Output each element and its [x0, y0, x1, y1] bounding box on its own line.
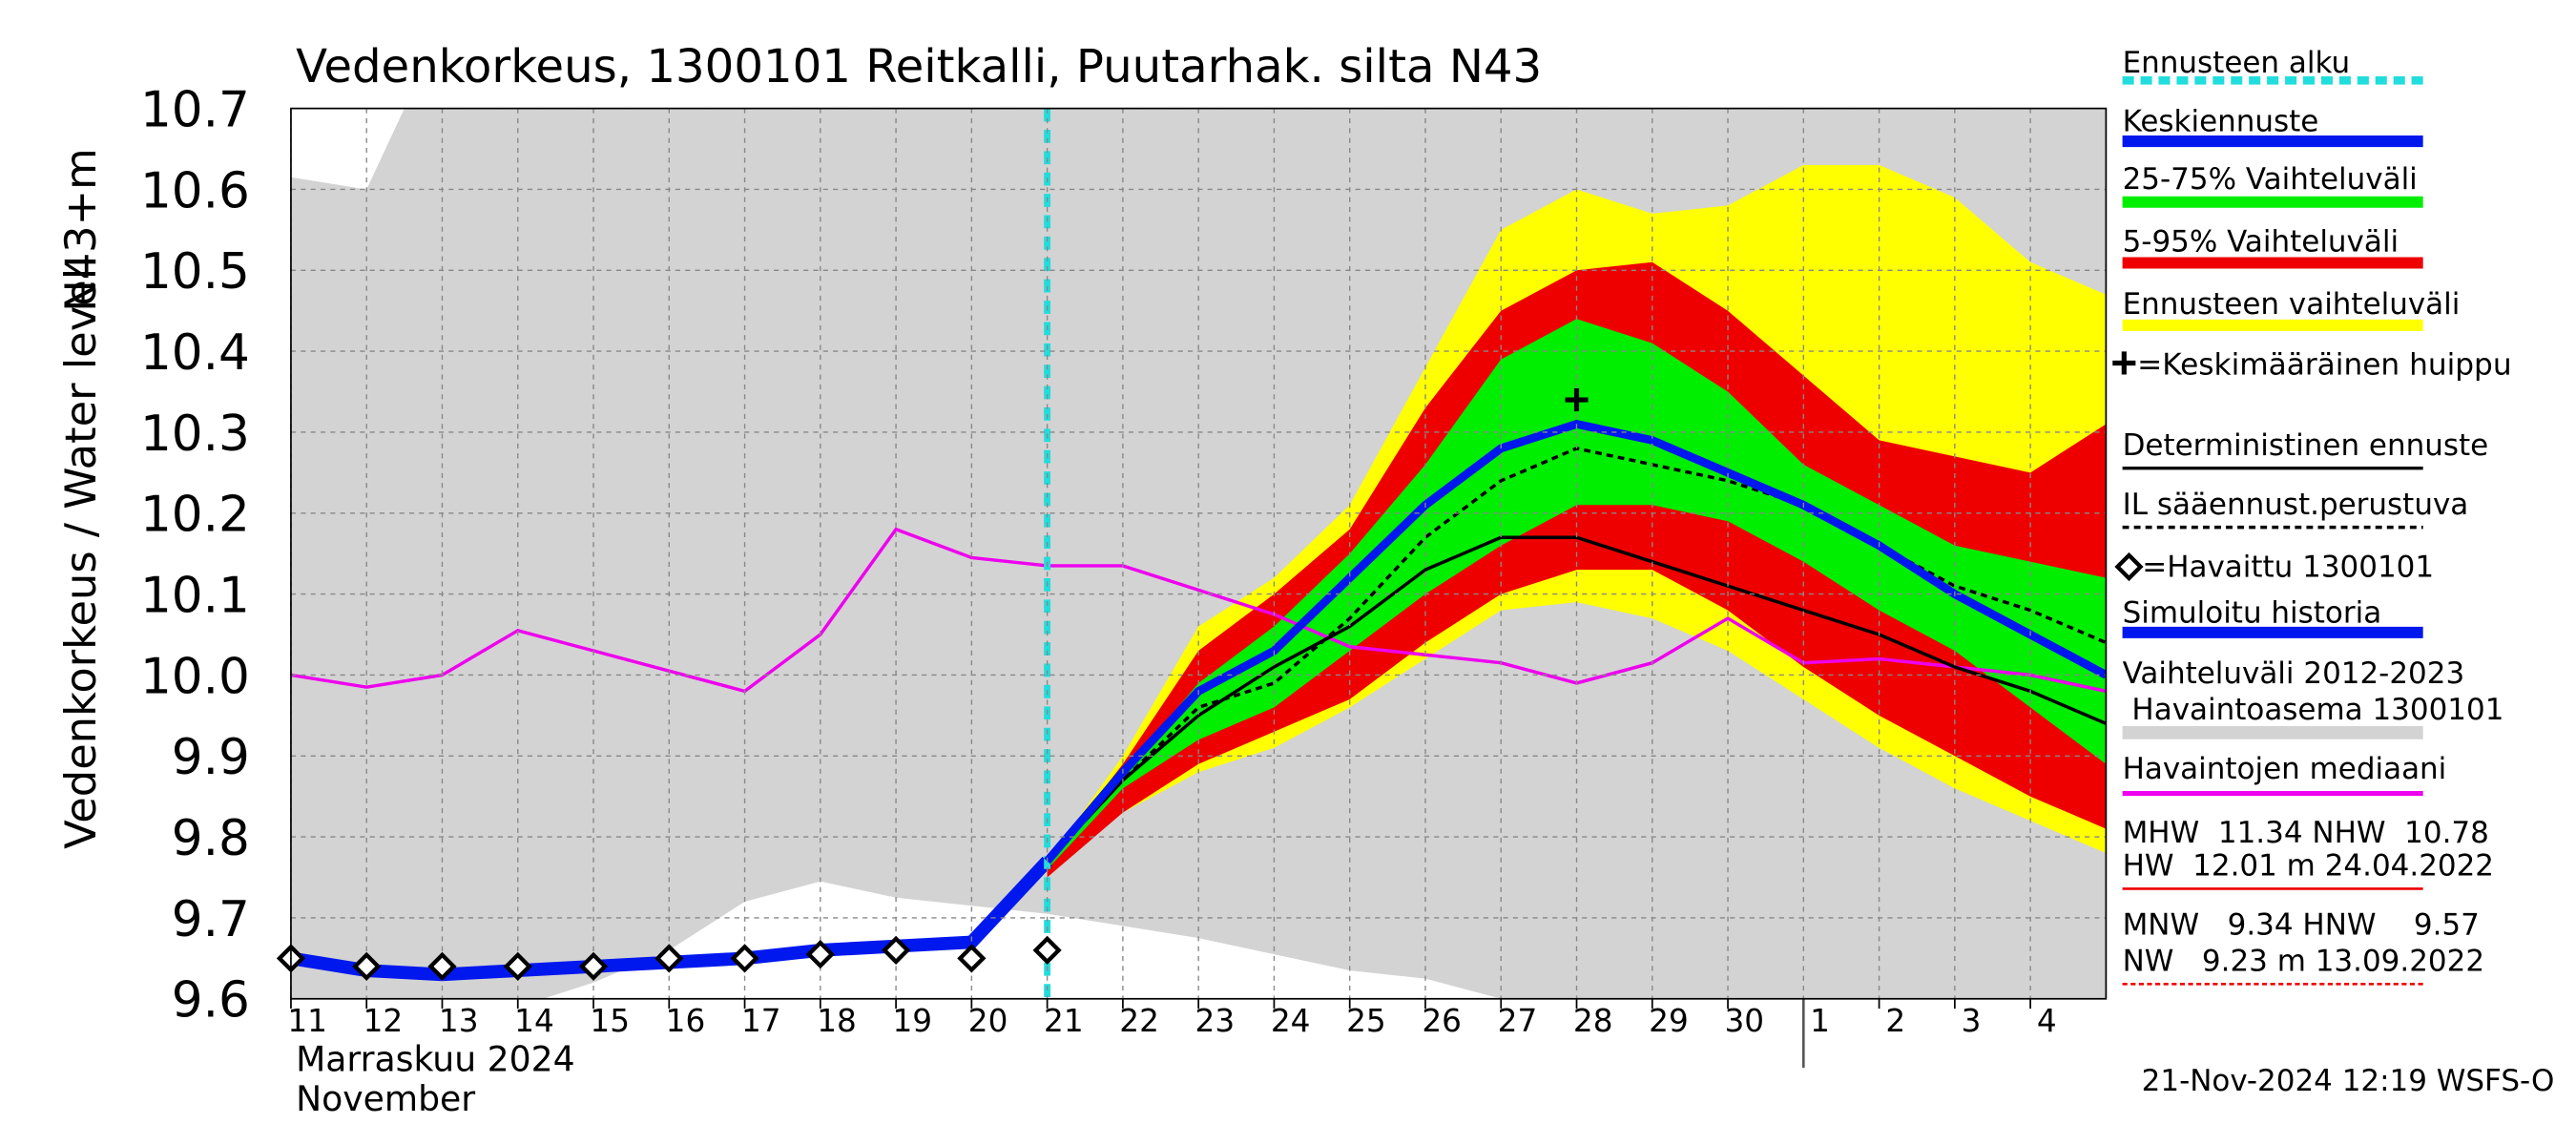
y-axis-unit: N43+m — [55, 148, 106, 312]
observation-marker — [352, 951, 382, 981]
x-tick-label: 14 — [514, 1003, 554, 1039]
legend-label: 5-95% Vaihteluväli — [2123, 224, 2399, 259]
x-tick-label: 19 — [893, 1003, 933, 1039]
observation-marker — [2114, 552, 2144, 582]
footer: 21-Nov-2024 12:19 WSFS-O — [2142, 1064, 2555, 1098]
x-tick-label: 18 — [817, 1003, 857, 1039]
y-tick-label: 10.1 — [140, 568, 250, 625]
y-tick-label: 10.4 — [140, 324, 250, 382]
x-tick-label: 28 — [1573, 1003, 1613, 1039]
x-tick-label: 12 — [364, 1003, 404, 1039]
legend-label: Havaintojen mediaani — [2123, 752, 2447, 786]
y-axis-label: Vedenkorkeus / Water level — [55, 268, 106, 849]
legend-label: Ennusteen alku — [2123, 46, 2351, 80]
observation-marker — [730, 944, 759, 973]
x-tick-label: 23 — [1195, 1003, 1236, 1039]
legend-label: 25-75% Vaihteluväli — [2123, 162, 2418, 197]
stat-text: HW 12.01 m 24.04.2022 — [2123, 849, 2494, 884]
stat-text: NW 9.23 m 13.09.2022 — [2123, 945, 2484, 979]
legend-label: =Keskimääräinen huippu — [2137, 348, 2512, 383]
x-tick-label: 25 — [1346, 1003, 1386, 1039]
plot-area — [290, 108, 2107, 999]
range-band — [1047, 261, 2107, 878]
legend-label: Vaihteluväli 2012-2023 — [2123, 656, 2465, 691]
x-tick-label: 3 — [1962, 1003, 1982, 1039]
x-tick-label: 21 — [1044, 1003, 1084, 1039]
x-axis-label-en: November — [296, 1078, 475, 1119]
legend: Ennusteen alku Keskiennuste 25-75% Vaihtel… — [2112, 46, 2512, 986]
observation-marker — [427, 951, 457, 981]
range-band — [1047, 319, 2107, 870]
x-tick-label: 11 — [287, 1003, 327, 1039]
legend-label: IL sääennust.perustuva — [2123, 488, 2469, 522]
x-tick-label: 17 — [741, 1003, 781, 1039]
chart-title: Vedenkorkeus, 1300101 Reitkalli, Puutarh… — [296, 40, 1542, 94]
x-tick-label: 30 — [1724, 1003, 1764, 1039]
y-tick-label: 10.6 — [140, 162, 250, 219]
x-tick-label: 4 — [2037, 1003, 2057, 1039]
legend-label: Simuloitu historia — [2123, 596, 2382, 631]
y-tick-label: 9.9 — [172, 729, 250, 786]
legend-sublabel: Havaintoasema 1300101 — [2123, 693, 2504, 727]
x-tick-label: 24 — [1271, 1003, 1311, 1039]
line — [1046, 535, 2107, 863]
observation-marker — [1032, 935, 1062, 965]
x-tick-label: 26 — [1422, 1003, 1462, 1039]
y-tick-label: 9.8 — [172, 810, 250, 867]
y-tick-label: 9.6 — [172, 972, 250, 1030]
legend-label: Deterministinen ennuste — [2123, 428, 2489, 463]
x-tick-label: 29 — [1649, 1003, 1689, 1039]
x-tick-label: 1 — [1810, 1003, 1830, 1039]
observation-marker — [882, 935, 911, 965]
y-tick-label: 10.2 — [140, 487, 250, 544]
y-tick-label: 9.7 — [172, 891, 250, 948]
x-tick-label: 13 — [439, 1003, 479, 1039]
x-tick-label: 20 — [968, 1003, 1008, 1039]
y-tick-label: 10.3 — [140, 406, 250, 463]
legend-label: =Havaittu 1300101 — [2142, 550, 2434, 584]
legend-label: Ennusteen vaihteluväli — [2123, 287, 2461, 322]
x-tick-label: 27 — [1498, 1003, 1538, 1039]
peak-marker — [1565, 387, 1589, 412]
observation-marker — [805, 940, 835, 969]
observation-marker — [957, 944, 987, 973]
x-tick-label: 15 — [590, 1003, 630, 1039]
y-tick-label: 10.0 — [140, 648, 250, 705]
stat-text: MNW 9.34 HNW 9.57 — [2123, 908, 2480, 943]
legend-label: Keskiennuste — [2123, 105, 2319, 139]
y-tick-label: 10.5 — [140, 243, 250, 301]
plot-frame — [290, 107, 2108, 1000]
observation-marker — [503, 951, 532, 981]
stat-text: MHW 11.34 NHW 10.78 — [2123, 816, 2489, 850]
peak-marker — [2112, 351, 2136, 375]
x-axis-label: Marraskuu 2024 — [296, 1039, 574, 1080]
observation-marker — [578, 951, 609, 981]
observation-marker — [654, 944, 684, 973]
x-tick-label: 22 — [1119, 1003, 1159, 1039]
y-tick-label: 10.7 — [140, 82, 250, 139]
x-tick-label: 2 — [1885, 1003, 1905, 1039]
x-tick-label: 16 — [666, 1003, 706, 1039]
